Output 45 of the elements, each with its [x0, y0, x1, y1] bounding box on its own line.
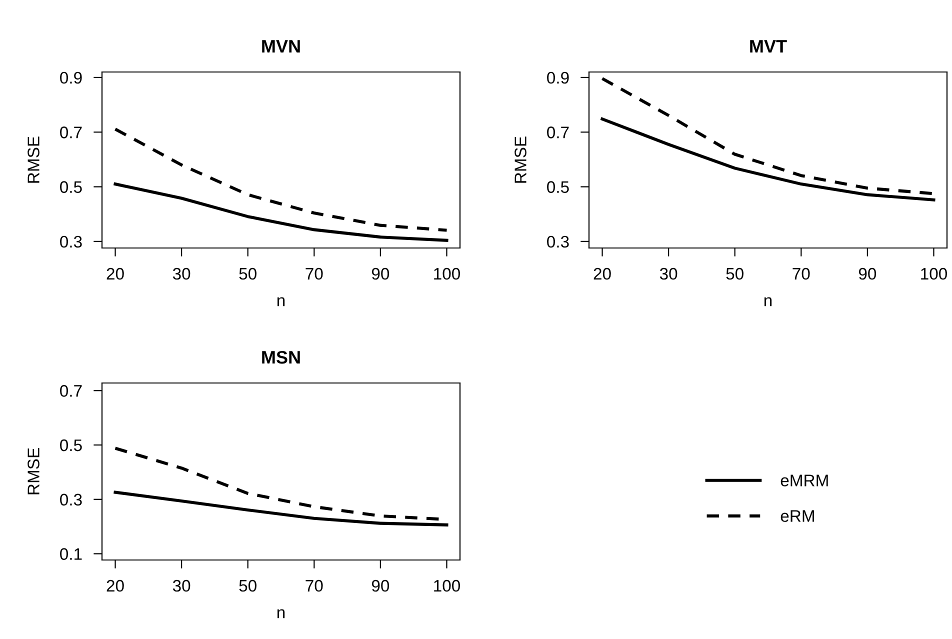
chart-title: MVT	[750, 40, 787, 53]
x-tick-label: 30	[660, 268, 678, 280]
x-tick-label: 90	[372, 268, 390, 280]
x-tick-label: 20	[106, 580, 124, 592]
x-tick-label: 30	[172, 580, 190, 592]
y-tick-label: 0.3	[60, 236, 82, 248]
y-tick-label: 0.7	[60, 126, 82, 138]
x-tick-label: 70	[792, 268, 810, 280]
y-tick-label: 0.5	[60, 439, 82, 452]
x-axis-title: n	[277, 297, 285, 306]
line-series	[114, 490, 448, 526]
y-tick-label: 0.5	[60, 181, 82, 193]
x-tick-label: 70	[306, 580, 323, 592]
x-axis-title: n	[764, 297, 772, 306]
x-tick-label: 100	[434, 268, 460, 280]
x-axis-title: n	[277, 609, 285, 618]
y-tick-label: 0.9	[547, 72, 569, 84]
x-tick-label: 20	[106, 268, 124, 280]
x-tick-label: 90	[858, 268, 876, 280]
y-tick-label: 0.1	[60, 548, 82, 560]
y-tick-label: 0.7	[547, 126, 569, 138]
y-axis-title: RMSE	[514, 136, 526, 183]
line-series	[600, 117, 936, 202]
x-tick-label: 100	[921, 268, 947, 280]
x-tick-label: 50	[726, 268, 744, 280]
x-tick-label: 90	[372, 580, 390, 592]
line-series	[114, 182, 448, 242]
y-tick-label: 0.9	[60, 72, 82, 84]
x-tick-label: 100	[434, 580, 460, 592]
y-tick-label: 0.5	[547, 181, 569, 193]
x-tick-label: 30	[172, 268, 190, 280]
chart-title: MSN	[262, 350, 300, 364]
x-tick-label: 70	[306, 268, 323, 280]
x-tick-label: 50	[239, 268, 256, 280]
y-tick-label: 0.3	[547, 236, 569, 248]
line-series	[114, 128, 448, 232]
x-tick-label: 20	[594, 268, 611, 280]
y-tick-label: 0.3	[60, 494, 82, 506]
y-axis-title: RMSE	[28, 136, 40, 183]
legend-label: eMRM	[780, 474, 828, 486]
y-tick-label: 0.7	[60, 385, 82, 397]
x-tick-label: 50	[239, 580, 256, 592]
chart-title: MVN	[262, 40, 300, 53]
y-axis-title: RMSE	[28, 448, 40, 494]
legend-label: eRM	[780, 510, 814, 522]
